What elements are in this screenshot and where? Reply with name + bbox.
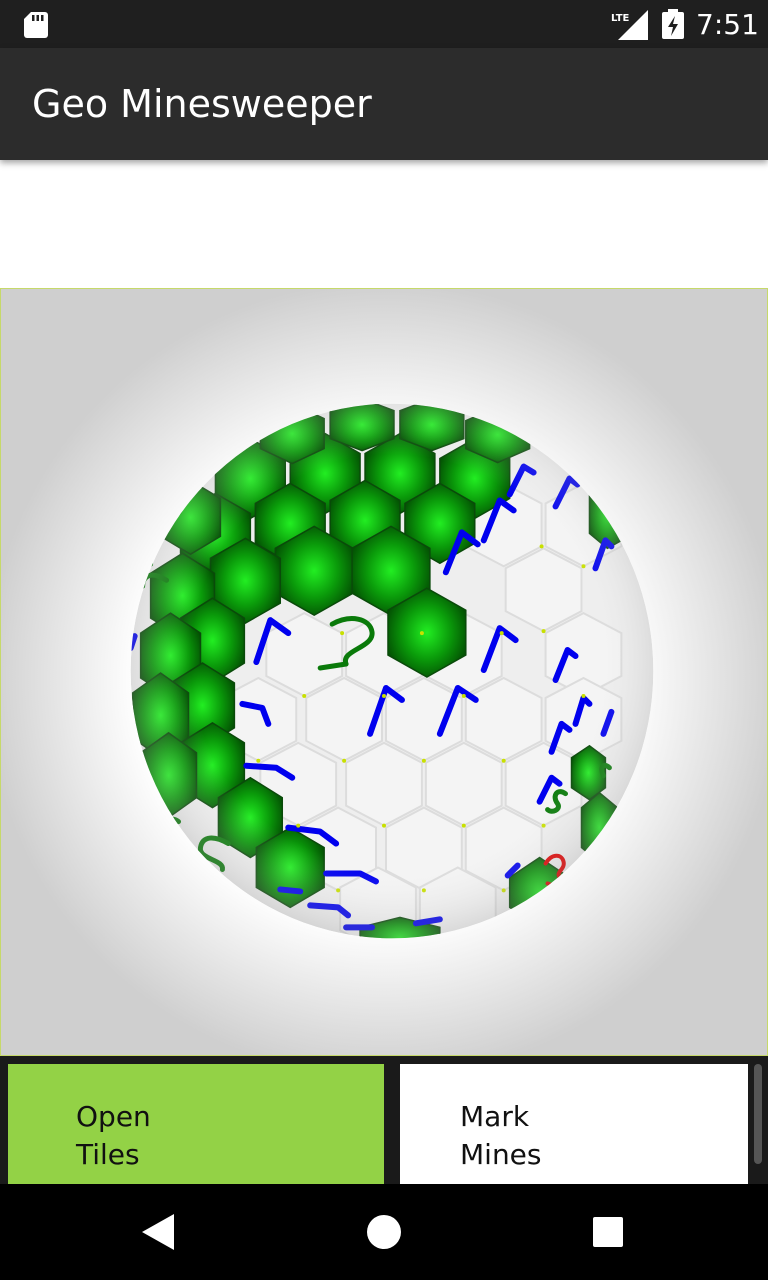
navigation-bar [0,1184,768,1280]
globe-shading [130,403,654,939]
battery-charging-icon [662,9,684,39]
status-bar: LTE 7:51 [0,0,768,48]
globe-board[interactable] [1,289,767,1055]
sd-card-icon [24,12,48,38]
game-board[interactable] [0,288,768,1056]
status-time: 7:51 [696,8,759,41]
back-icon[interactable] [140,1212,176,1252]
app-bar: Geo Minesweeper [0,48,768,160]
page-title: Geo Minesweeper [32,82,372,126]
mark-mines-label-line1: Mark [460,1100,530,1133]
lte-signal-icon: LTE [611,10,648,40]
open-tiles-label-line1: Open [76,1100,151,1133]
recents-icon[interactable] [592,1216,624,1248]
home-icon[interactable] [366,1214,402,1250]
mode-toolbar: Open Tiles Mark Mines [0,1056,768,1184]
toolbar-scrollbar[interactable] [754,1064,762,1164]
mark-mines-label-line2: Mines [460,1138,542,1171]
open-tiles-label-line2: Tiles [76,1138,140,1171]
mark-mines-button[interactable]: Mark Mines [400,1064,748,1184]
network-label: LTE [611,13,630,24]
open-tiles-button[interactable]: Open Tiles [8,1064,384,1184]
